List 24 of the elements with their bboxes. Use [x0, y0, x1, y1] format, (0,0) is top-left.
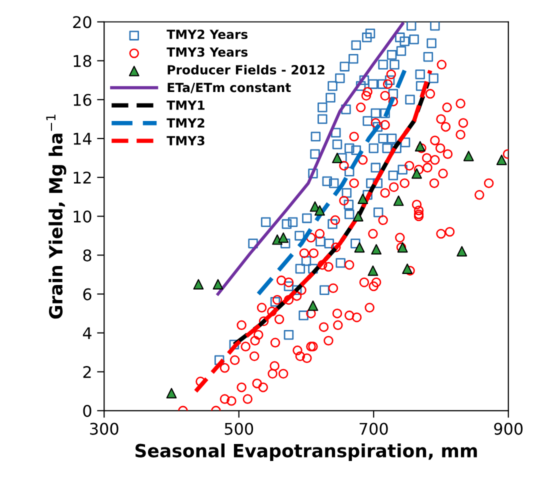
- legend-label: TMY1: [166, 100, 204, 110]
- y-tick-label: 8: [83, 249, 92, 262]
- legend-label: Producer Fields - 2012: [168, 64, 324, 74]
- x-tick-label: 500: [224, 422, 254, 435]
- y-tick-label: 4: [82, 327, 92, 339]
- x-tick-label: 900: [494, 422, 523, 435]
- y-tick-label: 12: [74, 172, 91, 184]
- y-tick-label: 14: [74, 132, 92, 145]
- y-tick-label: 20: [73, 16, 92, 28]
- y-axis-title: Grain Yield, Mg ha$^{−1}$: [46, 114, 66, 319]
- legend-label: TMY3 Years: [166, 47, 248, 57]
- y-tick-label: 0: [83, 404, 92, 417]
- legend-label: ETa/ETm constant: [168, 82, 291, 94]
- y-tick-label: 16: [74, 94, 92, 106]
- y-tick-label: 2: [83, 366, 91, 378]
- x-axis-title: Seasonal Evapotranspiration, mm: [136, 443, 477, 461]
- legend-label: TMY2 Years: [166, 30, 248, 40]
- y-tick-label: 18: [74, 54, 92, 68]
- y-tick-label: 10: [74, 210, 92, 223]
- x-tick-label: 300: [90, 422, 118, 435]
- x-tick-label: 700: [360, 422, 388, 435]
- legend-label: TMY3: [166, 136, 204, 146]
- y-tick-label: 6: [83, 288, 92, 300]
- legend-label: TMY2: [166, 118, 204, 128]
